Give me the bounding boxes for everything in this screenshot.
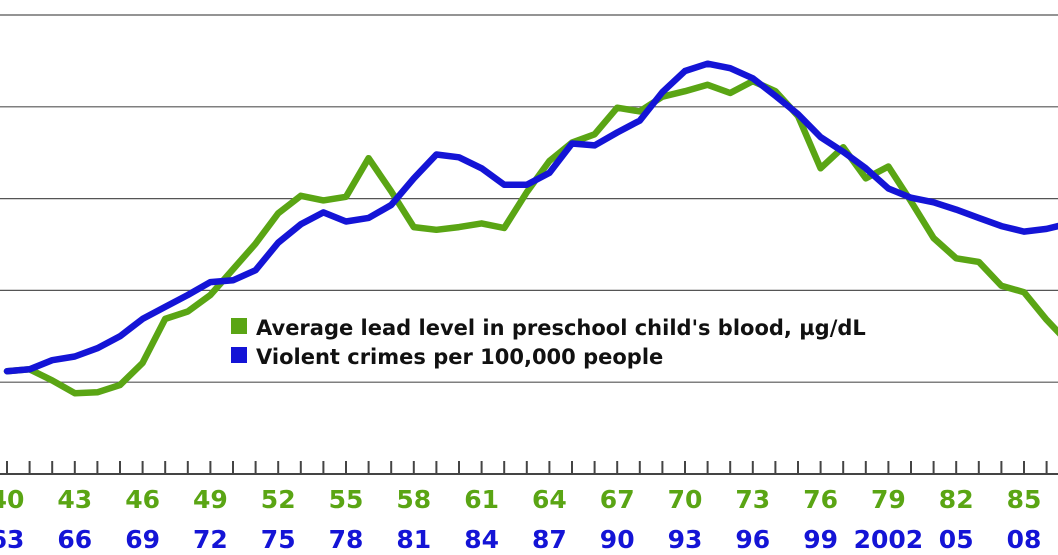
legend-swatch-crime: [231, 347, 247, 363]
x-tick-label-crime: 78: [329, 525, 364, 554]
x-tick-label-crime: 08: [1007, 525, 1042, 554]
x-tick-label-crime: 90: [600, 525, 635, 554]
x-tick-label-lead: 70: [668, 485, 703, 514]
x-tick-label-crime: 72: [193, 525, 228, 554]
x-tick-label-lead: 46: [125, 485, 160, 514]
x-tick-label-lead: 61: [464, 485, 499, 514]
x-axis: [0, 461, 1058, 475]
x-tick-label-crime: 96: [735, 525, 770, 554]
x-tick-label-crime: 87: [532, 525, 567, 554]
violent-crime-line: [3, 60, 1058, 375]
x-tick-label-lead: 55: [329, 485, 364, 514]
x-tick-label-crime: 75: [261, 525, 296, 554]
x-tick-label-crime: 05: [939, 525, 974, 554]
x-tick-label-crime: 2002: [854, 525, 924, 554]
x-tick-label-crime: 84: [464, 525, 499, 554]
x-tick-label-lead: 40: [0, 485, 24, 514]
x-tick-labels: 40 43 46 49 52 55 58 61 64 67 70 73 76 79 82 85 63 66 69 72…: [0, 485, 1041, 554]
x-tick-label-crime: 69: [125, 525, 160, 554]
x-tick-label-lead: 58: [396, 485, 431, 514]
x-tick-label-lead: 79: [871, 485, 906, 514]
gridlines: [0, 14, 1058, 383]
x-tick-label-crime: 81: [396, 525, 431, 554]
x-tick-label-lead: 52: [261, 485, 296, 514]
legend-swatch-lead: [231, 318, 247, 334]
series-lines: [3, 60, 1058, 397]
x-tick-label-lead: 49: [193, 485, 228, 514]
legend-label-crime: Violent crimes per 100,000 people: [256, 345, 663, 369]
x-tick-label-lead: 64: [532, 485, 567, 514]
x-tick-label-lead: 85: [1007, 485, 1042, 514]
x-tick-label-crime: 99: [803, 525, 838, 554]
x-tick-label-crime: 66: [57, 525, 92, 554]
x-tick-label-lead: 73: [735, 485, 770, 514]
x-tick-label-crime: 93: [668, 525, 703, 554]
legend-label-lead: Average lead level in preschool child's …: [256, 316, 866, 340]
x-tick-label-lead: 43: [57, 485, 92, 514]
x-tick-label-crime: 63: [0, 525, 24, 554]
x-tick-label-lead: 76: [803, 485, 838, 514]
x-tick-label-lead: 67: [600, 485, 635, 514]
x-tick-label-lead: 82: [939, 485, 974, 514]
legend: Average lead level in preschool child's …: [231, 316, 866, 369]
